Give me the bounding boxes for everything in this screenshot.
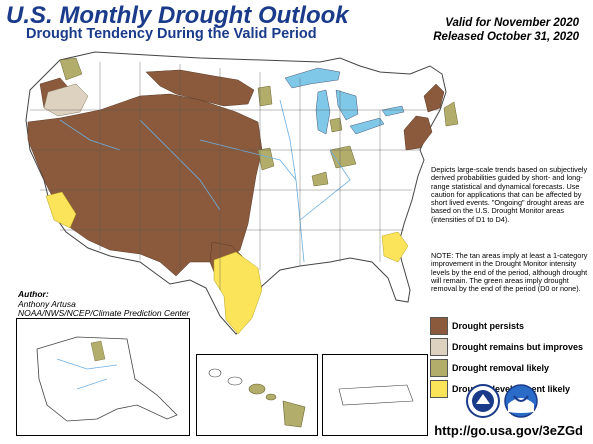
legend-item-improves: Drought remains but improves — [430, 338, 583, 356]
legend-swatch — [430, 359, 448, 377]
new-england-persists — [423, 83, 445, 113]
legend-label: Drought remains but improves — [452, 342, 584, 352]
puerto-rico-inset — [322, 354, 428, 436]
river-network — [59, 99, 351, 263]
hawaii-inset — [196, 354, 318, 436]
development-california — [45, 191, 77, 229]
lake-huron — [335, 89, 359, 121]
removal-kansas — [257, 147, 275, 171]
removal-montana — [59, 57, 83, 81]
alaska-map — [36, 336, 178, 422]
map-subtitle: Drought Tendency During the Valid Period — [26, 26, 317, 42]
author-org: NOAA/NWS/NCEP/Climate Prediction Center — [18, 308, 190, 318]
noaa-logo — [504, 384, 538, 418]
lake-ontario — [381, 105, 405, 117]
hawaii-map — [208, 368, 306, 428]
development-likely-areas — [45, 191, 409, 335]
map-title: U.S. Monthly Drought Outlook — [6, 2, 349, 29]
removal-midwest — [329, 145, 357, 169]
legend-item-removal: Drought removal likely — [430, 359, 583, 377]
legend-swatch — [430, 380, 448, 398]
puerto-rico-map — [338, 384, 414, 406]
legend-label: Drought persists — [452, 321, 525, 331]
valid-period: Valid for November 2020 — [445, 17, 579, 29]
release-date: Released October 31, 2020 — [433, 31, 579, 43]
removal-new-england — [443, 101, 459, 127]
lake-erie — [349, 117, 385, 135]
description-text: Depicts large-scale trends based on subj… — [431, 165, 588, 224]
outlook-url-link[interactable]: http://go.usa.gov/3eZGd — [434, 423, 583, 438]
removal-michigan — [329, 117, 343, 133]
validity-info: Valid for November 2020 Released October… — [433, 16, 579, 44]
author-name: Anthony Artusa — [18, 298, 76, 309]
development-georgia — [381, 231, 409, 263]
northern-plains-persists — [145, 69, 255, 107]
improves-area — [43, 83, 89, 117]
legend-swatch — [430, 317, 448, 335]
removal-likely-areas — [59, 57, 459, 187]
state-borders — [30, 62, 440, 290]
legend-label: Drought removal likely — [452, 363, 550, 373]
noaa-nws-logo — [466, 384, 500, 418]
legend-swatch — [430, 338, 448, 356]
lake-superior — [284, 67, 341, 89]
note-text: NOTE: The tan areas imply at least a 1-c… — [431, 251, 588, 294]
author-heading: Author: — [18, 289, 49, 299]
legend-item-persists: Drought persists — [430, 317, 583, 335]
alaska-inset — [16, 318, 190, 436]
removal-minnesota — [257, 85, 273, 107]
author-block: Author: Anthony Artusa NOAA/NWS/NCEP/Cli… — [18, 289, 190, 319]
development-texas — [213, 251, 263, 335]
removal-indiana — [311, 171, 329, 187]
